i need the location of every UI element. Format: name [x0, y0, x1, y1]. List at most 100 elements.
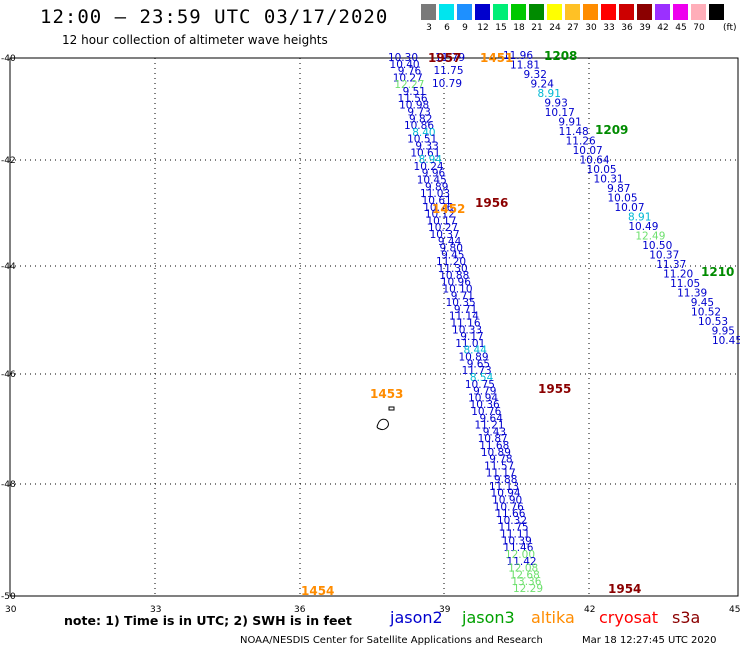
wave-height-value: 10.32 — [497, 515, 527, 527]
pass-time-label: 1954 — [608, 582, 641, 596]
wave-height-value: 9.44 — [438, 236, 462, 248]
legend-item-s3a: s3a — [672, 608, 701, 627]
wave-height-value: 11.48 — [559, 126, 589, 138]
pass-time-label: 1208 — [544, 49, 577, 63]
scale-label: 3 — [426, 23, 432, 33]
wave-height-value: 10.76 — [471, 406, 501, 418]
pass-time-label: 1955 — [538, 382, 571, 396]
wave-height-value: 10.87 — [478, 433, 508, 445]
scale-label: 36 — [621, 23, 633, 33]
wave-height-value: 12.49 — [635, 231, 665, 243]
wave-height-value: 11.75 — [499, 522, 529, 534]
wave-height-value: 9.65 — [467, 358, 490, 370]
wave-height-value: 10.61 — [422, 195, 452, 207]
scale-swatch — [547, 4, 562, 20]
wave-height-value: 10.05 — [607, 193, 637, 205]
wave-height-value: 10.10 — [442, 284, 472, 296]
wave-height-value: 9.45 — [441, 249, 464, 261]
wave-height-value: 9.79 — [473, 386, 496, 398]
scale-swatch — [709, 4, 724, 20]
wave-height-value: 9.32 — [524, 69, 547, 81]
pass-time-label: 1453 — [370, 387, 403, 401]
latitude-tick-label: -48 — [1, 480, 16, 490]
scale-swatch — [457, 4, 472, 20]
wave-height-value: 8.54 — [470, 372, 494, 384]
footer-timestamp: Mar 18 12:27:45 UTC 2020 — [582, 635, 717, 646]
longitude-tick-label: 42 — [584, 605, 595, 615]
scale-label: 24 — [549, 23, 561, 33]
wave-height-value: 11.17 — [486, 467, 516, 479]
wave-height-value: 9.80 — [440, 243, 463, 255]
wave-height-value: 9.17 — [460, 331, 483, 343]
latitude-tick-label: -40 — [1, 54, 16, 64]
wave-height-value: 10.50 — [642, 240, 672, 252]
island-shape — [376, 418, 389, 430]
wave-height-value: 10.33 — [452, 324, 482, 336]
wave-height-value: 10.94 — [491, 488, 521, 500]
wave-height-value: 10.79 — [432, 78, 462, 90]
wave-height-value: 9.33 — [415, 141, 438, 153]
page-subtitle: 12 hour collection of altimeter wave hei… — [62, 33, 328, 47]
wave-height-value: 10.36 — [470, 399, 500, 411]
wave-height-value: 11.37 — [656, 259, 686, 271]
scale-unit-label: (ft) — [723, 23, 737, 33]
longitude-tick-label: 45 — [729, 605, 740, 615]
footer-credit: NOAA/NESDIS Center for Satellite Applica… — [240, 635, 543, 646]
wave-height-value: 10.94 — [468, 392, 498, 404]
wave-height-value: 10.86 — [404, 120, 434, 132]
scale-label: 18 — [513, 23, 525, 33]
wave-height-value: 9.71 — [451, 290, 474, 302]
pass-time-label: 1451 — [480, 51, 513, 65]
wave-height-value: 11.11 — [500, 529, 530, 541]
latitude-tick-label: -44 — [1, 262, 16, 272]
map-frame — [9, 57, 739, 597]
wave-height-value: 10.35 — [446, 297, 476, 309]
map-note: note: 1) Time is in UTC; 2) SWH is in fe… — [64, 613, 352, 628]
wave-height-value: 10.17 — [545, 107, 575, 119]
legend-item-altika: altika — [531, 608, 575, 627]
scale-swatch — [673, 4, 688, 20]
wave-height-value: 9.24 — [531, 79, 555, 91]
wave-height-value: 10.52 — [691, 307, 721, 319]
wave-height-value: 11.75 — [433, 65, 463, 77]
scale-swatch — [583, 4, 598, 20]
wave-height-value: 11.26 — [566, 136, 596, 148]
wave-height-value: 11.20 — [663, 269, 693, 281]
pass-time-label: 1209 — [595, 123, 628, 137]
page-title: 12:00 – 23:59 UTC 03/17/2020 — [40, 6, 389, 28]
wave-height-value: 10.27 — [393, 72, 423, 84]
wave-height-value: 11.13 — [489, 481, 519, 493]
scale-swatch — [565, 4, 580, 20]
wave-height-value: 9.43 — [483, 426, 506, 438]
coastline — [376, 406, 395, 430]
scale-swatch — [529, 4, 544, 20]
wave-height-value: 9.91 — [558, 117, 581, 129]
scale-swatch — [493, 4, 508, 20]
scale-label: 30 — [585, 23, 597, 33]
wave-height-value: 11.56 — [398, 93, 428, 105]
scale-label: 33 — [603, 23, 615, 33]
wave-height-value: 13.36 — [511, 576, 541, 588]
islet-shape — [388, 406, 395, 411]
wave-height-value: 10.45 — [417, 175, 447, 187]
wave-height-value: 11.14 — [449, 311, 479, 323]
wave-height-value: 9.95 — [712, 326, 735, 338]
scale-label: 42 — [657, 23, 669, 33]
wave-height-value: 9.76 — [398, 66, 422, 78]
wave-height-value: 12.27 — [394, 79, 424, 91]
legend-item-jason3: jason3 — [462, 608, 515, 627]
latitude-tick-label: -46 — [1, 370, 16, 380]
scale-swatch — [511, 4, 526, 20]
pass-time-label: 1210 — [701, 265, 734, 279]
scale-label: 12 — [477, 23, 489, 33]
wave-height-value: 10.17 — [426, 215, 456, 227]
altimeter-tracks: 10.3010.409.7610.2712.279.5111.5610.989.… — [388, 50, 740, 595]
wave-height-value: 10.31 — [594, 174, 624, 186]
wave-height-value: 11.20 — [436, 256, 466, 268]
legend-item-jason2: jason2 — [390, 608, 443, 627]
wave-height-value: 11.73 — [462, 365, 492, 377]
pass-time-label: 1452 — [432, 202, 465, 216]
latitude-tick-label: -42 — [1, 156, 16, 166]
wave-height-value: 10.24 — [414, 161, 444, 173]
pass-time-label: 1957 — [428, 51, 461, 65]
